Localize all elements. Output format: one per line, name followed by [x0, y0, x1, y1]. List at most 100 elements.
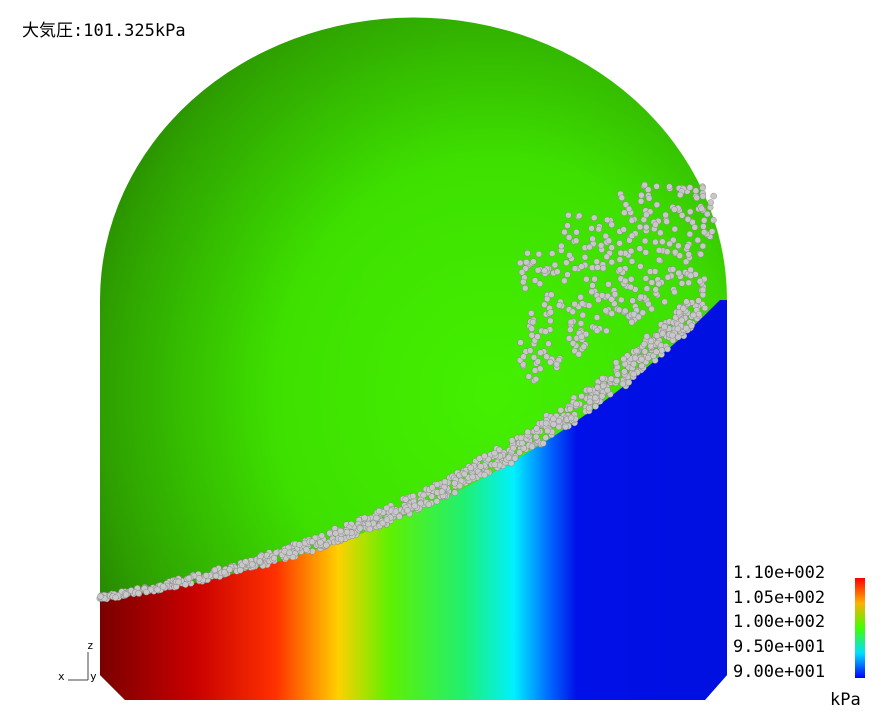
- legend-label: 1.05e+002: [733, 588, 825, 608]
- particle: [534, 267, 542, 274]
- particle: [296, 541, 303, 548]
- particle: [696, 277, 704, 285]
- particle: [700, 217, 708, 224]
- particle: [643, 285, 651, 292]
- particle: [536, 280, 544, 287]
- particle: [583, 275, 590, 283]
- particle: [629, 297, 636, 304]
- particle: [185, 575, 193, 582]
- particle: [674, 325, 682, 333]
- particle: [704, 210, 711, 218]
- particle: [688, 322, 695, 329]
- particle: [652, 221, 659, 229]
- particle: [567, 414, 575, 422]
- particle: [524, 428, 531, 436]
- particle: [592, 403, 599, 410]
- particle: [663, 218, 670, 225]
- particle: [669, 331, 676, 339]
- particle: [621, 368, 628, 375]
- particle: [467, 464, 474, 472]
- particle: [534, 358, 542, 365]
- particle: [597, 242, 605, 249]
- particle: [638, 191, 645, 199]
- particle: [658, 347, 666, 354]
- particle: [603, 216, 611, 224]
- particle: [585, 404, 593, 412]
- particle: [684, 216, 692, 223]
- particle: [588, 225, 595, 232]
- particle: [558, 242, 565, 250]
- particle: [578, 333, 585, 341]
- particle: [595, 225, 603, 233]
- particle: [547, 317, 554, 325]
- particle: [569, 340, 577, 347]
- particle: [662, 211, 669, 219]
- particle: [641, 237, 649, 245]
- particle: [699, 184, 706, 192]
- particle: [383, 516, 391, 523]
- particle: [628, 319, 635, 326]
- particle: [456, 482, 464, 490]
- particle: [542, 419, 550, 427]
- particle: [627, 283, 634, 291]
- particle: [402, 496, 410, 503]
- particle: [604, 386, 611, 394]
- particle: [625, 205, 633, 213]
- particle: [212, 572, 220, 580]
- particle: [529, 318, 537, 326]
- particles: [96, 181, 717, 603]
- particle: [642, 249, 650, 256]
- particle: [666, 183, 673, 190]
- particle: [599, 375, 606, 382]
- particle: [318, 532, 326, 539]
- particle: [683, 298, 690, 305]
- particle: [356, 525, 364, 532]
- particle: [195, 575, 203, 582]
- particle: [608, 221, 615, 229]
- particle: [618, 296, 625, 304]
- particle: [237, 566, 244, 574]
- particle: [671, 248, 679, 256]
- particle: [602, 232, 610, 240]
- particle: [616, 266, 624, 273]
- particle: [686, 184, 694, 191]
- particle: [621, 307, 629, 315]
- particle: [645, 195, 653, 202]
- particle: [567, 318, 575, 326]
- particle: [641, 348, 649, 355]
- axis-label: x: [58, 670, 65, 683]
- particle: [619, 380, 627, 388]
- particle: [593, 327, 601, 334]
- particle: [593, 314, 601, 321]
- particle: [477, 463, 485, 470]
- particle: [608, 310, 615, 317]
- particle: [589, 235, 596, 243]
- particle: [270, 554, 278, 562]
- particle: [495, 446, 503, 454]
- particle: [643, 211, 650, 219]
- particle: [592, 394, 599, 402]
- particle: [533, 425, 540, 432]
- particle: [548, 291, 555, 298]
- particle: [628, 232, 636, 240]
- particle: [617, 249, 624, 257]
- particle: [657, 229, 664, 237]
- particle: [242, 558, 249, 565]
- pressure-region: [100, 300, 727, 701]
- particle: [481, 452, 488, 460]
- particle: [112, 594, 119, 601]
- particle: [671, 225, 679, 233]
- particle: [535, 250, 543, 258]
- particle: [289, 553, 297, 561]
- axis-label: y: [90, 670, 97, 683]
- particle: [695, 297, 702, 304]
- particle: [707, 199, 714, 206]
- legend-label: 9.00e+001: [733, 662, 825, 682]
- particle: [642, 275, 650, 282]
- particle: [543, 353, 550, 360]
- particle: [686, 230, 694, 238]
- particle: [651, 268, 659, 275]
- particle: [675, 269, 682, 277]
- particle: [392, 508, 400, 515]
